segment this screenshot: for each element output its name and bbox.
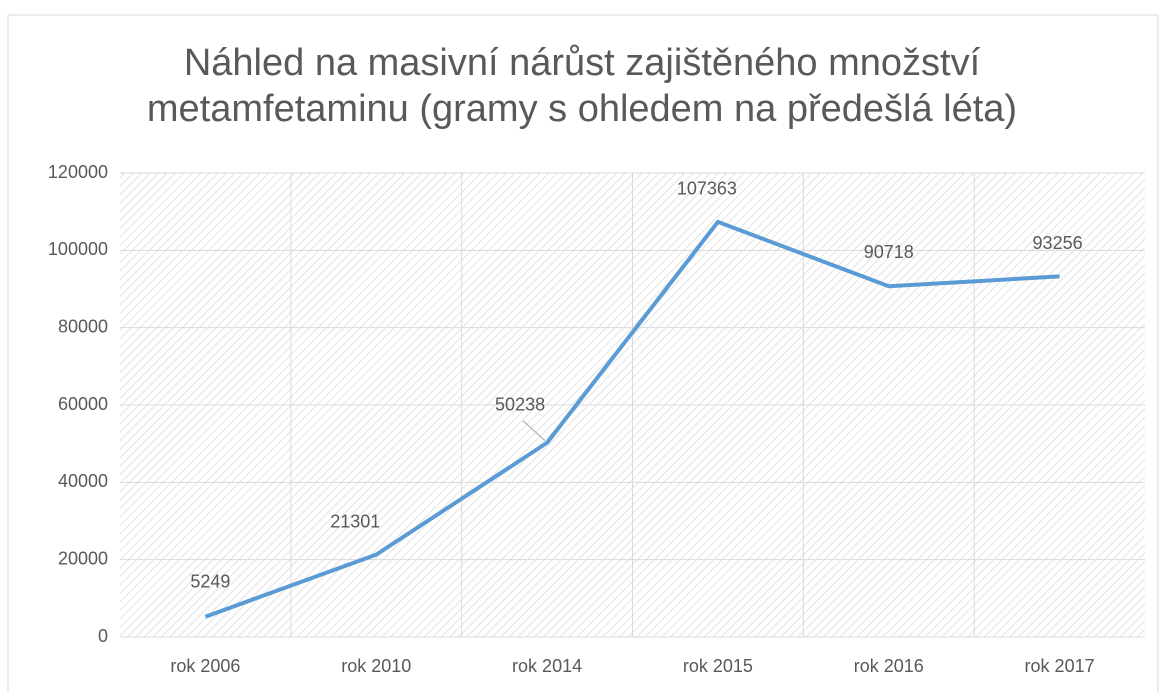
- data-label: 90718: [864, 242, 914, 262]
- y-tick-label: 80000: [58, 316, 108, 336]
- y-tick-label: 100000: [48, 239, 108, 259]
- x-tick-label: rok 2006: [170, 656, 240, 676]
- data-label: 50238: [495, 394, 545, 414]
- data-label: 93256: [1033, 233, 1083, 253]
- data-line: [204, 219, 1060, 619]
- chart-title: Náhled na masivní nárůst zajištěného mno…: [146, 42, 1018, 130]
- leader-line: [522, 420, 546, 442]
- data-label: 107363: [677, 179, 737, 199]
- y-tick-label: 60000: [58, 394, 108, 414]
- y-tick-label: 40000: [58, 471, 108, 491]
- x-tick-label: rok 2017: [1025, 656, 1095, 676]
- y-tick-label: 20000: [58, 548, 108, 568]
- data-label: 5249: [190, 571, 230, 591]
- x-tick-label: rok 2010: [341, 656, 411, 676]
- chart-border: [7, 14, 1159, 693]
- y-tick-label: 0: [98, 626, 108, 646]
- x-tick-label: rok 2016: [854, 656, 924, 676]
- data-label: 21301: [330, 511, 380, 531]
- x-tick-label: rok 2014: [512, 656, 582, 676]
- y-tick-label: 120000: [48, 162, 108, 182]
- x-tick-label: rok 2015: [683, 656, 753, 676]
